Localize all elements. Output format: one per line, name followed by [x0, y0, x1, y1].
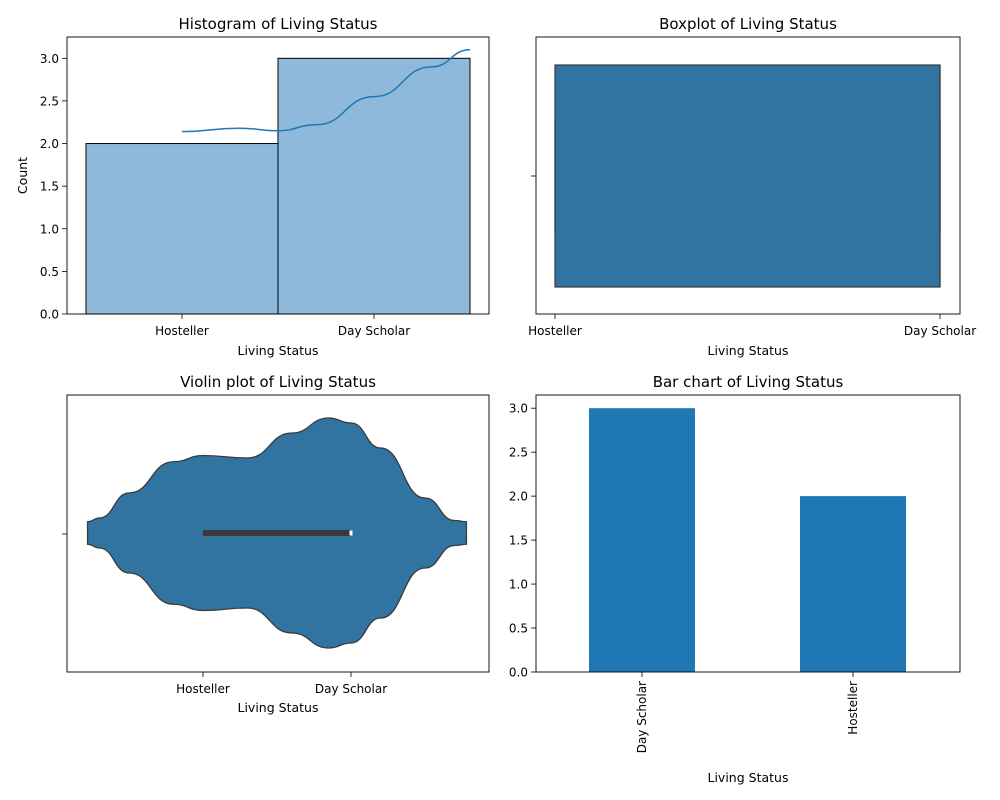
- histogram-title: Histogram of Living Status: [179, 15, 378, 33]
- histogram-y-tick-label: 1.5: [40, 180, 59, 194]
- histogram-panel: Histogram of Living Status 0.0 0.5 1.0 1.5 2…: [15, 15, 490, 358]
- barchart-panel: Bar chart of Living Status 0.0 0.5 1.0 1.5 2…: [509, 373, 961, 785]
- barchart-title: Bar chart of Living Status: [653, 373, 844, 391]
- barchart-x-tick-label: Day Scholar: [635, 681, 649, 753]
- barchart-x-tick-label: Hosteller: [846, 681, 860, 735]
- boxplot-box: [554, 64, 941, 288]
- histogram-x-tick-label: Hosteller: [155, 324, 209, 338]
- histogram-y-tick-label: 1.0: [40, 222, 59, 236]
- histogram-y-tick-label: 0.0: [40, 308, 59, 322]
- violin-panel: Violin plot of Living Status Hosteller Da…: [62, 373, 490, 715]
- boxplot-x-tick-label: Day Scholar: [904, 324, 976, 338]
- histogram-kde-line: [181, 49, 471, 133]
- violin-title: Violin plot of Living Status: [180, 373, 376, 391]
- boxplot-title: Boxplot of Living Status: [659, 15, 837, 33]
- histogram-y-tick-label: 2.5: [40, 94, 59, 108]
- histogram-y-tick-label: 2.0: [40, 137, 59, 151]
- histogram-bar: [277, 57, 471, 315]
- violin-x-tick-label: Day Scholar: [315, 682, 387, 696]
- histogram-frame: [66, 36, 490, 315]
- barchart-y-tick-label: 0.5: [509, 622, 528, 636]
- histogram-xlabel: Living Status: [238, 343, 319, 358]
- histogram-x-tick-label: Day Scholar: [338, 324, 410, 338]
- boxplot-x-tick-label: Hosteller: [528, 324, 582, 338]
- barchart-y-tick-label: 2.5: [509, 446, 528, 460]
- violin-x-tick-label: Hosteller: [176, 682, 230, 696]
- histogram-y-tick-label: 3.0: [40, 52, 59, 66]
- barchart-y-tick-label: 2.0: [509, 490, 528, 504]
- boxplot-frame: [535, 36, 961, 315]
- histogram-bar: [85, 143, 279, 315]
- histogram-ylabel: Count: [15, 157, 30, 194]
- barchart-y-tick-label: 1.5: [509, 534, 528, 548]
- barchart-bar: [800, 496, 906, 672]
- barchart-bar: [589, 408, 695, 672]
- barchart-y-tick-label: 3.0: [509, 402, 528, 416]
- barchart-xlabel: Living Status: [708, 770, 789, 785]
- violin-xlabel: Living Status: [238, 700, 319, 715]
- violin-median-marker: [349, 530, 353, 536]
- violin-frame: [66, 394, 490, 673]
- barchart-y-tick-label: 1.0: [509, 578, 528, 592]
- boxplot-xlabel: Living Status: [708, 343, 789, 358]
- barchart-frame: [535, 394, 961, 673]
- boxplot-panel: Boxplot of Living Status Hosteller Day Sc…: [528, 15, 976, 358]
- barchart-y-tick-label: 0.0: [509, 666, 528, 680]
- histogram-y-tick-label: 0.5: [40, 265, 59, 279]
